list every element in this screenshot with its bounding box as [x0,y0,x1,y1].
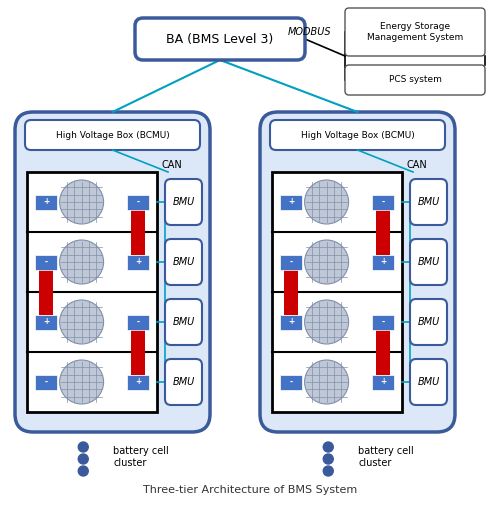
FancyBboxPatch shape [345,8,485,56]
Text: +: + [43,318,49,327]
Bar [35,375,57,389]
Bar [272,172,402,412]
Text: battery cell: battery cell [358,446,414,456]
FancyBboxPatch shape [410,179,447,225]
Circle shape [60,180,104,224]
FancyBboxPatch shape [165,239,202,285]
Text: -: - [136,197,140,207]
Text: BMU: BMU [172,197,195,207]
Bar [280,315,302,329]
FancyBboxPatch shape [15,112,210,432]
Text: cluster: cluster [358,458,392,468]
Text: BA (BMS Level 3): BA (BMS Level 3) [166,32,274,45]
Text: +: + [135,258,141,267]
FancyBboxPatch shape [165,299,202,345]
Bar [372,255,394,270]
Text: -: - [290,258,292,267]
FancyBboxPatch shape [260,112,455,432]
Text: +: + [135,378,141,386]
Bar [35,255,57,270]
Text: BMU: BMU [418,197,440,207]
Bar [372,375,394,389]
Circle shape [78,442,88,452]
Text: -: - [382,197,384,207]
Bar [280,255,302,270]
Bar [35,315,57,329]
Bar [376,329,390,375]
Bar [280,194,302,210]
Text: BMU: BMU [418,257,440,267]
FancyBboxPatch shape [410,299,447,345]
Circle shape [60,240,104,284]
Text: -: - [44,378,48,386]
Bar [376,210,390,255]
Text: -: - [290,378,292,386]
Bar [372,194,394,210]
Text: BMU: BMU [418,377,440,387]
Bar [131,210,145,255]
FancyBboxPatch shape [410,239,447,285]
Bar [127,375,149,389]
Bar [284,270,298,315]
Text: +: + [288,318,294,327]
FancyBboxPatch shape [25,120,200,150]
Text: BMU: BMU [172,257,195,267]
Circle shape [78,454,88,464]
Text: -: - [382,318,384,327]
Text: -: - [44,258,48,267]
Circle shape [323,466,333,476]
Text: +: + [288,197,294,207]
Text: battery cell: battery cell [113,446,169,456]
Text: +: + [380,378,386,386]
Text: CAN: CAN [406,160,428,170]
Circle shape [60,300,104,344]
Bar [35,194,57,210]
Circle shape [304,360,348,404]
Circle shape [60,360,104,404]
Bar [127,255,149,270]
FancyBboxPatch shape [270,120,445,150]
Bar [27,172,157,412]
Circle shape [323,454,333,464]
Bar [280,375,302,389]
Circle shape [304,240,348,284]
Circle shape [78,466,88,476]
FancyBboxPatch shape [135,18,305,60]
Text: cluster: cluster [113,458,146,468]
Text: CAN: CAN [162,160,182,170]
Text: Three-tier Architecture of BMS System: Three-tier Architecture of BMS System [143,485,357,495]
Bar [39,270,53,315]
Text: +: + [43,197,49,207]
Text: Energy Storage
Management System: Energy Storage Management System [367,22,463,42]
Text: +: + [380,258,386,267]
FancyBboxPatch shape [345,65,485,95]
Circle shape [323,442,333,452]
Text: BMU: BMU [172,317,195,327]
Bar [131,329,145,375]
Text: PCS system: PCS system [388,76,442,84]
FancyBboxPatch shape [165,359,202,405]
Text: -: - [136,318,140,327]
Text: BMU: BMU [172,377,195,387]
Text: BMU: BMU [418,317,440,327]
Circle shape [304,300,348,344]
Bar [127,194,149,210]
Circle shape [304,180,348,224]
Text: High Voltage Box (BCMU): High Voltage Box (BCMU) [56,130,170,139]
FancyBboxPatch shape [410,359,447,405]
Bar [372,315,394,329]
Text: MODBUS: MODBUS [288,27,332,37]
Bar [127,315,149,329]
FancyBboxPatch shape [165,179,202,225]
Text: High Voltage Box (BCMU): High Voltage Box (BCMU) [300,130,414,139]
